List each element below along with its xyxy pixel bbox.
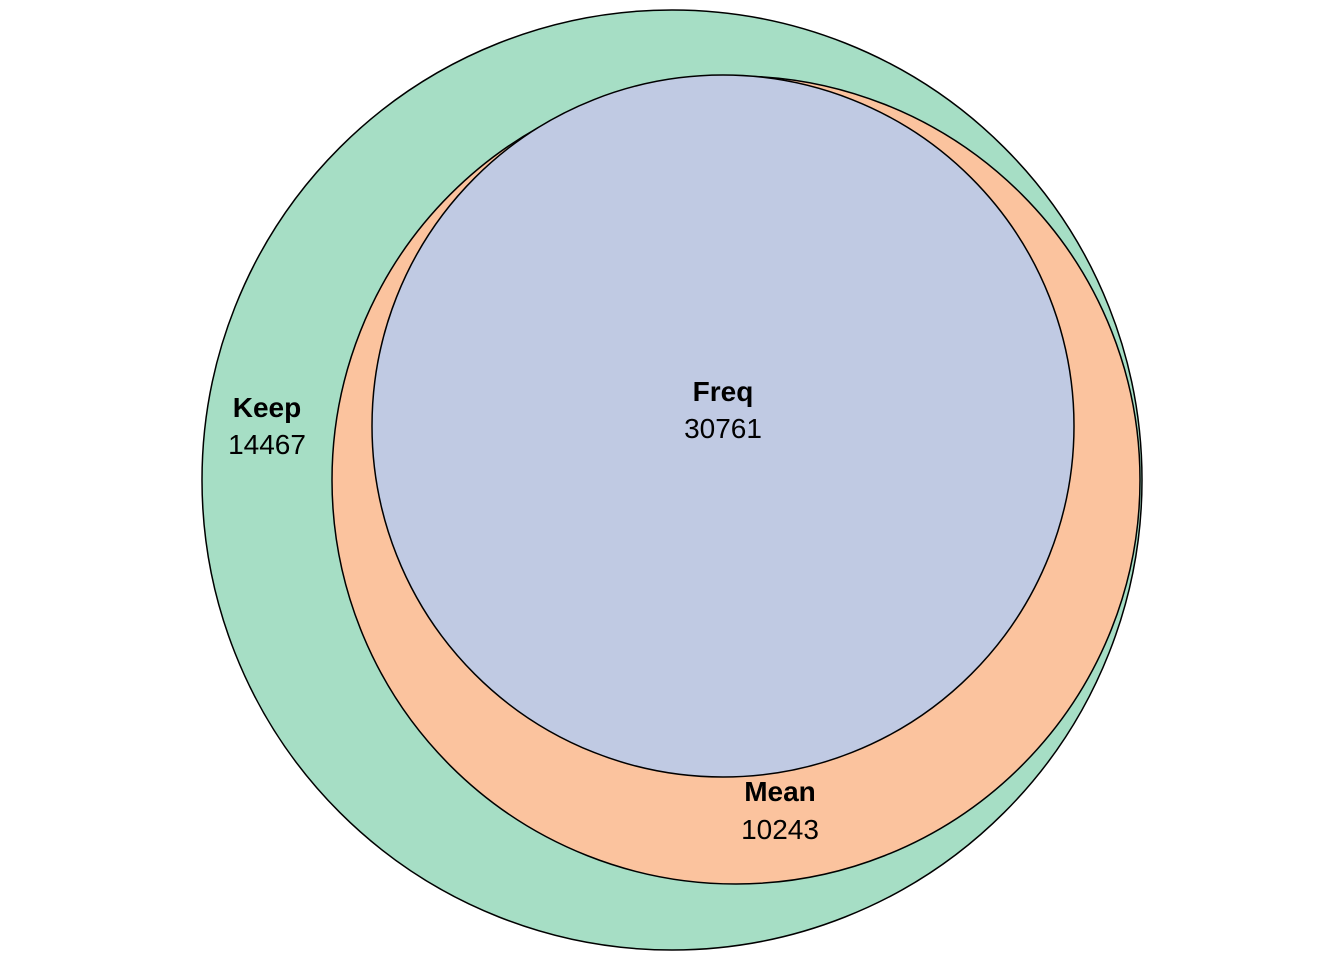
freq-region-count: 30761 — [684, 413, 762, 444]
mean-set-label: Mean — [744, 776, 816, 807]
freq-set-label: Freq — [693, 376, 754, 407]
mean-region-count: 10243 — [741, 814, 819, 845]
keep-set-label: Keep — [233, 392, 301, 423]
freq-set-circle — [371, 74, 1075, 778]
keep-region-count: 14467 — [228, 429, 306, 460]
